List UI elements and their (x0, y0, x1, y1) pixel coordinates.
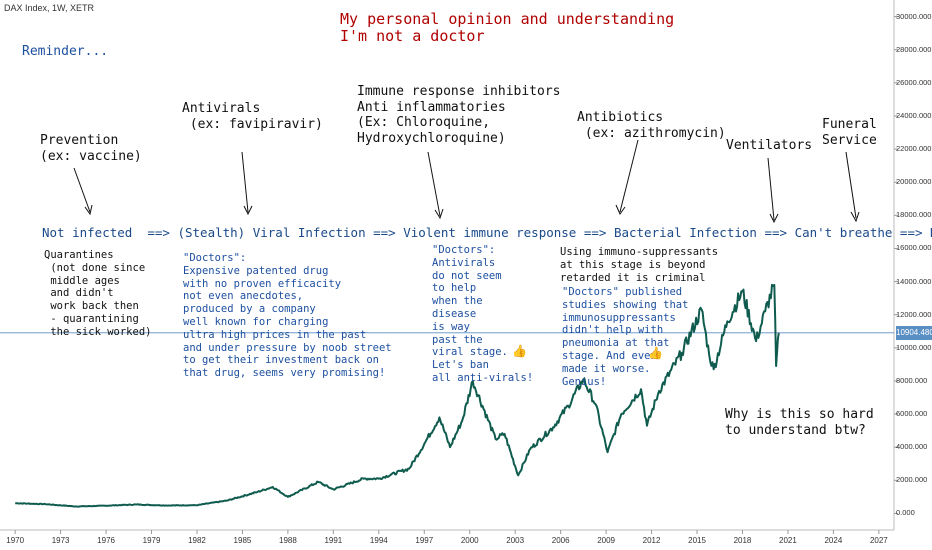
stage-prevention: Prevention (ex: vaccine) (40, 133, 142, 164)
y-tick-label: 4000.000 (896, 442, 928, 452)
note-question: Why is this so hard to understand btw? (725, 407, 874, 438)
x-tick-label: 1991 (324, 536, 343, 545)
arrow-funeral (845, 151, 857, 219)
y-tick-label: 16000.000 (896, 243, 932, 253)
y-tick-label: 0.000 (896, 508, 915, 518)
chart-symbol-title: DAX Index, 1W, XETR (4, 3, 95, 13)
note-doctors-expensive-drug: "Doctors": Expensive patented drug with … (183, 252, 392, 380)
stage-ventilators: Ventilators (726, 138, 813, 153)
note-doctors-antivirals: "Doctors": Antivirals do not seem to hel… (432, 244, 534, 384)
annotation-arrows (73, 139, 860, 224)
x-tick-label: 1985 (233, 536, 252, 545)
x-tick-label: 1973 (51, 536, 70, 545)
opinion-line-2: I'm not a doctor (340, 27, 485, 45)
stage-antibiotics: Antibiotics (ex: azithromycin) (577, 110, 726, 141)
arrow-antivirals (241, 151, 249, 213)
disease-progression-flow: Not infected ==> (Stealth) Viral Infecti… (42, 225, 932, 240)
x-tick-label: 1997 (415, 536, 434, 545)
x-tick-label: 2006 (551, 536, 570, 545)
y-tick-label: 2000.000 (896, 475, 928, 485)
stage-immune-inhibitors: Immune response inhibitors Anti inflamma… (357, 84, 561, 146)
x-tick-label: 1988 (278, 536, 297, 545)
arrowhead-funeral (850, 211, 860, 223)
arrow-immune (427, 151, 441, 217)
thumbs-up-icon: 👍 (512, 344, 527, 358)
y-tick-label: 30000.000 (896, 11, 932, 21)
y-tick-label: 28000.000 (896, 44, 932, 54)
stage-antivirals: Antivirals (ex: favipiravir) (182, 101, 323, 132)
x-tick-label: 1982 (188, 536, 206, 545)
arrowhead-prevention (84, 204, 93, 216)
arrowhead-ventilators (769, 213, 779, 224)
y-tick-label: 24000.000 (896, 110, 932, 120)
y-tick-label: 20000.000 (896, 177, 932, 187)
y-tick-label: 26000.000 (896, 77, 932, 87)
arrow-prevention (73, 167, 91, 213)
stage-funeral: Funeral Service (822, 117, 877, 148)
x-ticks (14, 530, 880, 534)
x-tick-label: 1970 (6, 536, 25, 545)
price-series-line (15, 283, 780, 508)
x-tick-label: 2003 (506, 536, 525, 545)
arrow-antibiotics (619, 139, 639, 213)
note-quarantines: Quarantines (not done since middle ages … (44, 249, 152, 338)
x-tick-label: 2018 (733, 536, 752, 545)
x-tick-label: 2027 (869, 536, 888, 545)
opinion-line-1: My personal opinion and understanding (340, 10, 675, 28)
x-tick-label: 1979 (142, 536, 161, 545)
x-tick-label: 2015 (688, 536, 706, 545)
x-tick-label: 1994 (369, 536, 388, 545)
y-tick-label: 22000.000 (896, 144, 932, 154)
y-ticks (894, 16, 898, 514)
thumbs-up-icon: 👍 (648, 346, 663, 360)
note-immunosuppressants-criminal: Using immuno-suppressants at this stage … (560, 246, 719, 284)
y-tick-label: 14000.000 (896, 276, 932, 286)
arrowhead-antibiotics (615, 204, 626, 216)
arrow-ventilators (767, 157, 775, 221)
note-doctors-studies: "Doctors" published studies showing that… (562, 286, 689, 388)
x-tick-label: 2000 (460, 536, 479, 545)
y-tick-label: 8000.000 (896, 375, 928, 385)
x-tick-label: 1976 (97, 536, 115, 545)
last-price-badge: 10904.480 (896, 325, 932, 340)
y-tick-label: 12000.000 (896, 309, 932, 319)
x-tick-label: 2009 (597, 536, 615, 545)
y-tick-label: 18000.000 (896, 210, 932, 220)
reminder-label: Reminder... (22, 44, 109, 59)
y-tick-label: 10000.000 (896, 342, 932, 352)
x-tick-label: 2024 (824, 536, 843, 545)
arrowhead-immune (434, 208, 444, 220)
y-tick-label: 6000.000 (896, 409, 928, 419)
x-tick-label: 2012 (642, 536, 661, 545)
x-tick-label: 2021 (779, 536, 797, 545)
arrowhead-antivirals (243, 205, 253, 216)
